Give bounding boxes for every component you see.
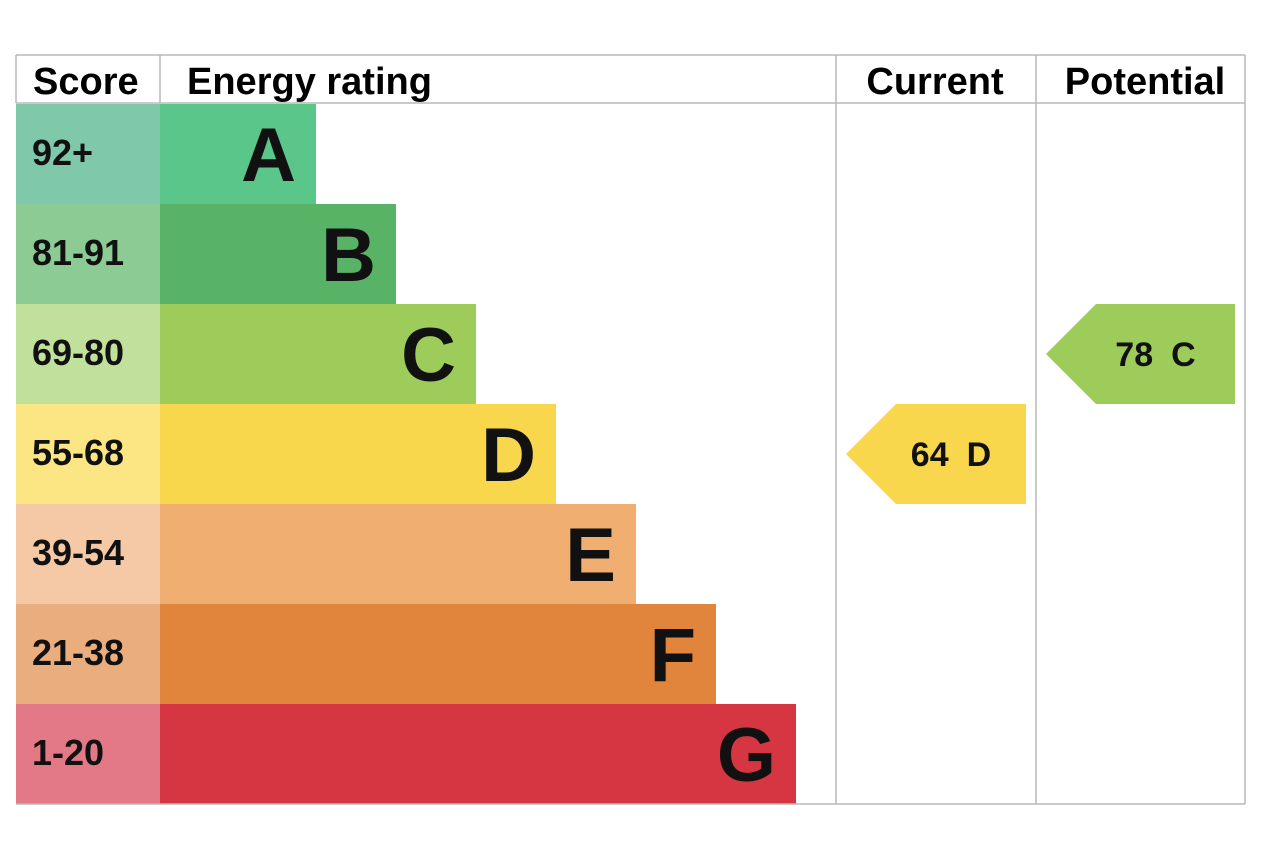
grid-layer	[15, 54, 1246, 805]
band-letter-e: E	[565, 513, 616, 598]
current-rating-arrow-letter: D	[967, 436, 992, 474]
score-range-f: 21-38	[32, 632, 124, 673]
band-bar-g	[160, 704, 796, 804]
score-range-d: 55-68	[32, 432, 124, 473]
band-bar-d	[160, 404, 556, 504]
potential-rating-arrow: 78 C	[1046, 304, 1235, 404]
header-row: Score Energy rating Current Potential	[33, 61, 1225, 103]
band-letter-a: A	[241, 113, 296, 198]
score-cell-g	[16, 704, 160, 804]
header-score: Score	[33, 61, 139, 103]
score-cell-d	[16, 404, 160, 504]
band-bar-e	[160, 504, 636, 604]
current-rating-arrow-score: 64	[911, 436, 949, 474]
band-letter-g: G	[717, 713, 776, 798]
score-cell-b	[16, 204, 160, 304]
score-range-a: 92+	[32, 132, 93, 173]
band-bar-c	[160, 304, 476, 404]
current-rating-arrow-label: 64 D	[911, 436, 991, 474]
band-row-c: 69-80 C	[16, 304, 476, 404]
band-row-a: 92+ A	[16, 104, 316, 204]
header-current: Current	[866, 61, 1004, 103]
potential-rating-arrow-shape	[1046, 304, 1235, 404]
current-rating-arrow: 64 D	[846, 404, 1026, 504]
band-row-b: 81-91 B	[16, 204, 396, 304]
score-range-b: 81-91	[32, 232, 124, 273]
potential-rating-arrow-score: 78	[1115, 336, 1153, 374]
band-bar-b	[160, 204, 396, 304]
arrows-layer: 64 D 78 C	[846, 304, 1235, 504]
band-row-g: 1-20 G	[16, 704, 796, 804]
score-cell-f	[16, 604, 160, 704]
band-row-e: 39-54 E	[16, 504, 636, 604]
band-row-d: 55-68 D	[16, 404, 556, 504]
band-letter-b: B	[321, 213, 376, 298]
score-range-c: 69-80	[32, 332, 124, 373]
band-letter-f: F	[650, 613, 696, 698]
score-cell-c	[16, 304, 160, 404]
band-bar-a	[160, 104, 316, 204]
band-row-f: 21-38 F	[16, 604, 716, 704]
potential-rating-arrow-letter: C	[1171, 336, 1196, 374]
current-rating-arrow-shape	[846, 404, 1026, 504]
header-potential: Potential	[1065, 61, 1225, 103]
band-letter-d: D	[481, 413, 536, 498]
score-cell-a	[16, 104, 160, 204]
score-range-g: 1-20	[32, 732, 104, 773]
bands-layer: 92+ A 81-91 B 69-80 C 55-68 D 39-54 E 21-38 F 1-20 G	[16, 104, 796, 804]
band-bar-f	[160, 604, 716, 704]
potential-rating-arrow-label: 78 C	[1115, 336, 1195, 374]
band-letter-c: C	[401, 313, 456, 398]
header-energy-rating: Energy rating	[187, 61, 432, 103]
score-cell-e	[16, 504, 160, 604]
score-range-e: 39-54	[32, 532, 124, 573]
